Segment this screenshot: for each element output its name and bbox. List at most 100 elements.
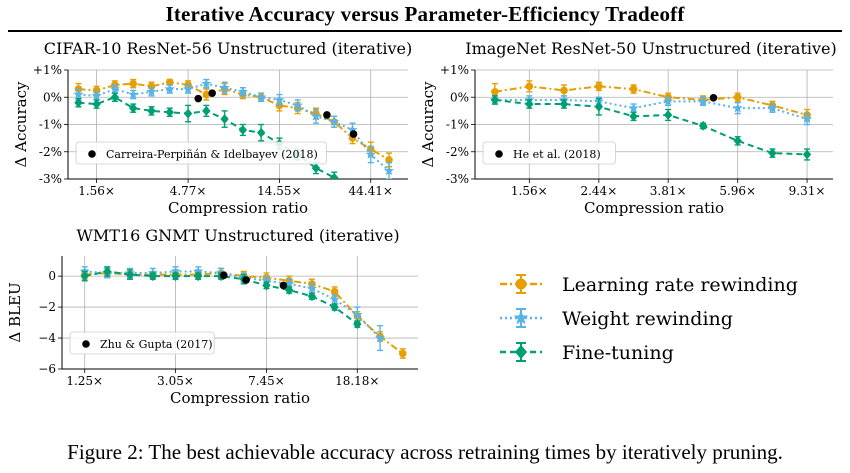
- baseline-point: [208, 89, 216, 97]
- data-point: [165, 107, 174, 118]
- y-tick-label: −2: [38, 300, 56, 314]
- y-tick-label: -2%: [39, 145, 62, 159]
- baseline-point: [709, 93, 718, 102]
- baseline-point: [349, 130, 358, 138]
- baseline-legend: Carreira-Perpiñán & Idelbayev (2018): [75, 141, 327, 165]
- data-point: [103, 266, 112, 277]
- data-point: [306, 283, 317, 293]
- data-point: [109, 83, 120, 94]
- panel-title: WMT16 GNMT Unstructured (iterative): [76, 226, 399, 245]
- data-point: [595, 82, 603, 91]
- data-point: [237, 86, 248, 97]
- data-point: [698, 120, 708, 131]
- data-point: [146, 86, 157, 97]
- y-tick-label: +1%: [33, 63, 62, 77]
- baseline-legend-label: He et al. (2018): [513, 148, 601, 161]
- y-axis-label: Δ Accuracy: [419, 81, 437, 167]
- data-point: [274, 94, 285, 105]
- series-line: [494, 98, 808, 156]
- data-point: [802, 113, 813, 124]
- y-tick-label: 0: [48, 269, 56, 283]
- data-point: [129, 103, 138, 114]
- series-line: [78, 81, 390, 161]
- y-tick-label: -3%: [39, 172, 62, 186]
- chart-cifar10-resnet56: CIFAR-10 ResNet-56 Unstructured (iterati…: [12, 39, 412, 217]
- data-point: [365, 149, 376, 159]
- data-point: [352, 309, 363, 320]
- y-tick-label: −6: [38, 362, 56, 376]
- title-rule: [8, 30, 842, 32]
- data-point: [594, 101, 604, 112]
- series-line: [84, 272, 404, 355]
- data-point: [284, 285, 294, 295]
- baseline-legend-marker: [82, 340, 90, 348]
- data-point: [347, 124, 358, 135]
- baseline-legend-box: [482, 141, 616, 165]
- x-axis-label: Compression ratio: [168, 199, 308, 217]
- shared-legend: Learning rate rewinding Weight rewinding F…: [500, 274, 798, 364]
- x-tick-label: 18.18×: [335, 374, 379, 388]
- x-tick-label: 5.96×: [719, 184, 756, 198]
- x-tick-label: 44.41×: [349, 184, 393, 198]
- y-axis-label: Δ BLEU: [6, 282, 24, 342]
- data-point: [261, 275, 272, 286]
- series-line: [494, 98, 808, 121]
- y-tick-label: -1%: [39, 118, 62, 132]
- y-tick-label: -2%: [446, 145, 469, 159]
- data-point: [398, 349, 407, 358]
- y-tick-label: +1%: [440, 63, 469, 77]
- data-point: [310, 111, 322, 121]
- data-point: [170, 266, 181, 276]
- baseline-legend-label: Carreira-Perpiñán & Idelbayev (2018): [106, 148, 318, 161]
- data-point: [91, 90, 102, 101]
- data-point: [129, 79, 138, 88]
- data-point: [262, 280, 271, 291]
- data-point: [491, 88, 499, 96]
- plot-area: [489, 80, 813, 161]
- data-point: [663, 110, 673, 120]
- x-tick-label: 1.56×: [78, 184, 115, 198]
- data-point: [201, 78, 212, 88]
- data-point: [256, 91, 267, 102]
- legend-entry-weight-rewinding: Weight rewinding: [500, 308, 733, 330]
- data-point: [732, 102, 743, 113]
- plot-area: [79, 266, 407, 359]
- y-tick-label: −4: [38, 331, 56, 345]
- x-tick-label: 3.81×: [650, 184, 687, 198]
- data-point: [183, 83, 194, 94]
- data-point: [330, 172, 339, 179]
- data-point: [165, 78, 174, 87]
- data-point: [183, 108, 193, 119]
- chart-imagenet-resnet50: ImageNet ResNet-50 Unstructured (iterati…: [419, 39, 837, 217]
- data-point: [663, 96, 674, 106]
- x-tick-label: 4.77×: [170, 184, 207, 198]
- x-tick-label: 1.56×: [511, 184, 548, 198]
- legend-entry-learning-rate-rewinding: Learning rate rewinding: [500, 274, 798, 296]
- data-point: [383, 165, 395, 176]
- data-point: [125, 269, 135, 280]
- data-point: [219, 82, 230, 93]
- data-point: [256, 127, 266, 138]
- series-weight-rewinding: [73, 78, 395, 179]
- panel-title: CIFAR-10 ResNet-56 Unstructured (iterati…: [44, 39, 412, 58]
- data-point: [202, 105, 211, 116]
- baseline-point: [279, 281, 288, 290]
- data-point: [559, 99, 569, 110]
- y-tick-label: -3%: [446, 172, 469, 186]
- data-point: [330, 302, 339, 313]
- baseline-legend: He et al. (2018): [482, 141, 616, 165]
- y-axis-label: Δ Accuracy: [12, 81, 30, 167]
- data-point: [329, 116, 340, 127]
- data-point: [329, 294, 340, 304]
- legend-entry-fine-tuning: Fine-tuning: [500, 342, 674, 364]
- x-tick-label: 1.25×: [66, 374, 103, 388]
- baseline-legend-marker: [88, 150, 96, 158]
- data-point: [73, 89, 84, 99]
- data-point: [629, 85, 638, 93]
- series-fine-tuning: [80, 266, 362, 330]
- panel-title: ImageNet ResNet-50 Unstructured (iterati…: [465, 39, 836, 58]
- data-point: [194, 271, 203, 282]
- legend-marker: [513, 310, 529, 325]
- x-tick-label: 2.44×: [580, 184, 617, 198]
- data-point: [560, 86, 568, 95]
